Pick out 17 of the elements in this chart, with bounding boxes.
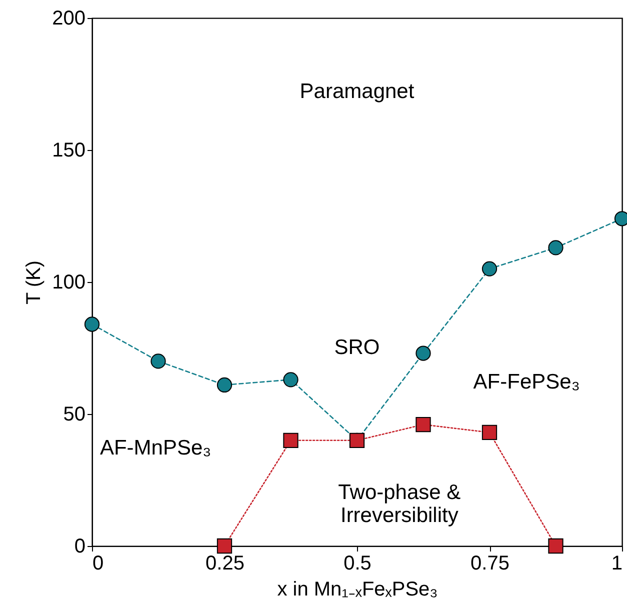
y-tick-label: 50 — [63, 404, 86, 426]
x-axis-title: x in Mn₁₋ₓFeₓPSe₃ — [277, 578, 438, 600]
annotation: AF-MnPSe₃ — [100, 436, 212, 460]
y-tick-label: 0 — [74, 536, 86, 558]
y-tick-label: 150 — [52, 140, 86, 162]
y-tick-label: 100 — [52, 272, 86, 294]
annotation: Paramagnet — [300, 80, 414, 103]
x-tick-label: 0 — [92, 552, 104, 574]
y-axis-title: T (K) — [23, 260, 46, 305]
x-tick-label: 0.25 — [206, 552, 244, 574]
x-tick-label: 0.5 — [344, 552, 372, 574]
x-tick-label: 0.75 — [470, 552, 510, 574]
annotation: AF-FePSe₃ — [473, 370, 580, 394]
y-tick-label: 200 — [52, 8, 86, 30]
annotation: Two-phase & Irreversibility — [338, 481, 461, 528]
x-tick-label: 1 — [611, 552, 622, 574]
annotation: SRO — [334, 336, 380, 359]
